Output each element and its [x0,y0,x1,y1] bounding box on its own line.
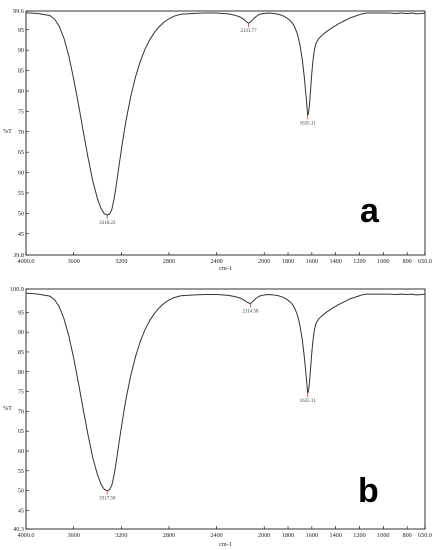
y-tick-label: 95 [18,27,24,34]
y-tick-label: 50 [18,488,24,495]
panel-b: 40.3 45 50 55 60 65 70 75 80 85 90 95 100.9 4000.0 360… [3,286,432,548]
x-tick-label: 2400 [210,532,222,539]
x-tick-label: 1000 [377,532,389,539]
x-tick-label: 3600 [67,258,79,265]
y-tick-label: 85 [18,349,24,356]
x-tick-label: 3600 [67,532,79,539]
x-tick-label: 2800 [163,532,175,539]
y-tick-label: 40.3 [13,526,24,533]
x-tick-label: 1600 [306,532,318,539]
peak-label: 2131.77 [240,29,257,34]
y-tick-label: 100.9 [10,286,24,293]
x-tick-label: 1000 [377,258,389,265]
y-tick-label: 70 [18,408,24,415]
y-tick-label: 50 [18,210,24,217]
y-tick-label: 65 [18,149,24,156]
x-tick-label: 2800 [163,258,175,265]
peak-label: 3318.22 [99,221,116,226]
peak-label: 3317.50 [99,497,116,502]
spectrum-line [26,292,426,492]
x-tick-label: 3200 [115,532,127,539]
panel-a: 39.8 45 50 55 60 65 70 75 80 85 90 95 99.6 4000.0 3600… [3,8,432,272]
y-axis-title: %T [3,405,12,412]
y-tick-label: 45 [18,507,24,514]
peak-label: 1635.11 [300,399,317,404]
x-tick-label: 2400 [210,258,222,265]
y-tick-label: 90 [18,329,24,336]
x-tick-label: 800 [402,532,411,539]
x-tick-label: 3200 [115,258,127,265]
x-axis-title: cm-1 [219,541,232,548]
x-tick-label: 650.0 [418,532,432,539]
y-tick-label: 99.6 [13,8,24,15]
x-tick-label: 800 [402,258,411,265]
y-tick-label: 39.8 [13,252,24,259]
y-tick-label: 45 [18,231,24,238]
y-tick-label: 75 [18,389,24,396]
x-tick-label: 1800 [282,258,294,265]
y-tick-label: 80 [18,88,24,95]
peak-label: 2114.58 [242,310,259,315]
y-tick-label: 90 [18,47,24,54]
x-tick-label: 650.0 [418,258,432,265]
x-tick-label: 1600 [306,258,318,265]
y-tick-label: 80 [18,369,24,376]
x-tick-label: 4000.0 [17,258,34,265]
y-tick-label: 55 [18,190,24,197]
spectrum-line [26,12,426,216]
y-tick-label: 65 [18,428,24,435]
y-tick-label: 95 [18,309,24,316]
peak-label: 1635.11 [300,121,317,126]
x-tick-label: 1200 [353,258,365,265]
y-tick-label: 85 [18,68,24,75]
panel-letter: a [360,192,380,230]
x-tick-label: 1200 [353,532,365,539]
x-tick-label: 1400 [329,258,341,265]
x-tick-label: 1400 [329,532,341,539]
x-tick-label: 4000.0 [17,532,34,539]
plot-frame [25,10,426,256]
y-tick-label: 60 [18,170,24,177]
plot-frame [25,288,426,530]
y-tick-label: 70 [18,129,24,136]
x-tick-label: 2000 [258,532,270,539]
x-tick-label: 2000 [258,258,270,265]
y-tick-label: 55 [18,468,24,475]
x-axis-title: cm-1 [219,265,232,272]
y-axis-title: %T [3,128,12,135]
y-tick-label: 60 [18,448,24,455]
y-tick-label: 75 [18,108,24,115]
x-tick-label: 1800 [282,532,294,539]
panel-letter: b [358,472,379,510]
